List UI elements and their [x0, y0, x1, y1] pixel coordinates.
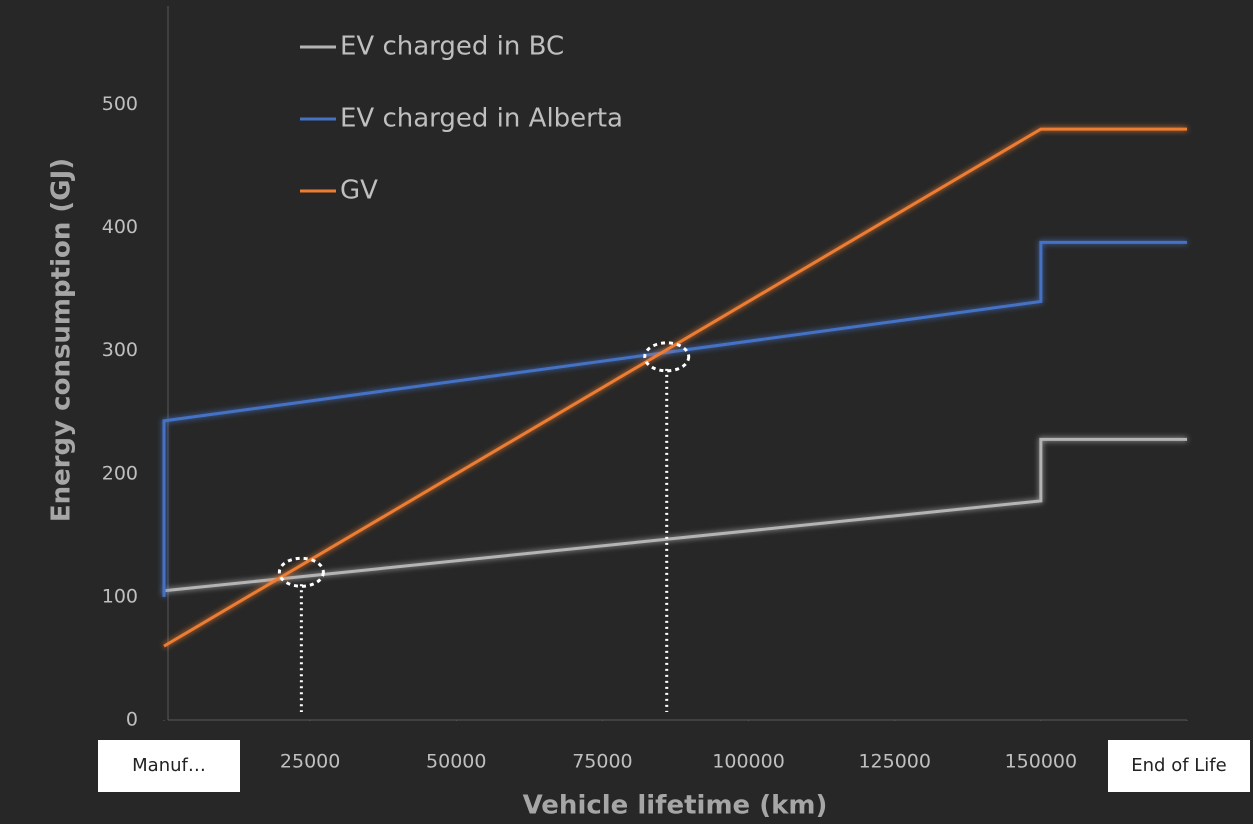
y-tick-label: 200: [102, 462, 138, 484]
legend-label: EV charged in Alberta: [340, 104, 623, 134]
legend-label: GV: [340, 176, 378, 206]
y-tick-label: 300: [102, 339, 138, 361]
x-tick-label: 125000: [858, 751, 931, 773]
y-tick-label: 400: [102, 216, 138, 238]
x-tick-label: 25000: [280, 751, 340, 773]
y-tick-label: 0: [126, 709, 138, 731]
intersection-marker: [643, 341, 691, 373]
x-tick-box: [98, 740, 240, 792]
series-line: [163, 437, 1187, 593]
x-tick-label: 150000: [1005, 751, 1078, 773]
y-tick-label: 500: [102, 93, 138, 115]
intersection-marker: [277, 556, 325, 588]
x-axis-label: Vehicle lifetime (km): [523, 791, 828, 821]
x-tick-label: 100000: [712, 751, 785, 773]
y-tick-label: 100: [102, 585, 138, 607]
x-tick-label: Manuf…: [132, 755, 206, 776]
legend-label: EV charged in BC: [340, 32, 564, 62]
x-tick-label: 75000: [572, 751, 632, 773]
series-line: [162, 240, 1187, 597]
y-axis-label: Energy consumption (GJ): [47, 158, 77, 522]
x-tick-label: 50000: [426, 751, 486, 773]
x-tick-label: End of Life: [1131, 755, 1226, 776]
x-tick-box: [1108, 740, 1250, 792]
series-line: [163, 127, 1187, 648]
